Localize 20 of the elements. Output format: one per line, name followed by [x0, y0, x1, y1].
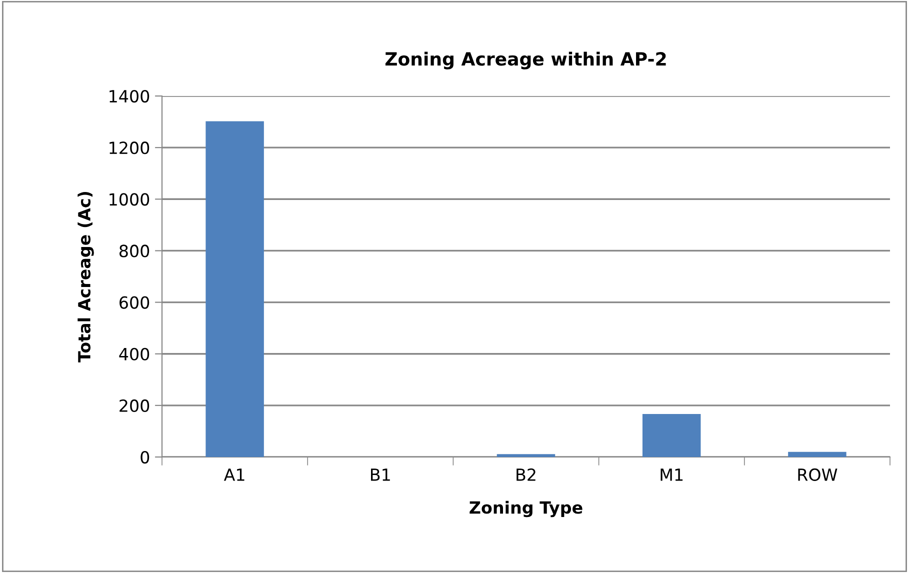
y-tick-label: 1400: [110, 90, 150, 103]
x-tick-label: B2: [516, 468, 536, 481]
y-axis-title: Total Acreage (Ac): [78, 192, 94, 362]
bar: [206, 121, 264, 457]
y-tick-label: 600: [120, 296, 150, 309]
y-tick-label: 800: [120, 244, 150, 258]
y-tick-label: 1200: [110, 142, 150, 154]
y-tick-label: 0: [140, 450, 150, 464]
x-axis-title: Zoning Type: [470, 500, 582, 518]
bar: [642, 414, 701, 457]
x-tick-label: A1: [224, 468, 244, 481]
x-tick-label: ROW: [798, 468, 838, 482]
bar: [496, 454, 556, 457]
x-tick-label: M1: [660, 468, 683, 481]
y-tick-label: 1000: [110, 193, 150, 206]
y-tick-label: 400: [119, 348, 150, 360]
y-tick-label: 200: [120, 399, 150, 412]
bar: [788, 452, 846, 457]
chart-title: Zoning Acreage within AP-2: [385, 52, 666, 70]
x-tick-label: B1: [371, 468, 390, 481]
